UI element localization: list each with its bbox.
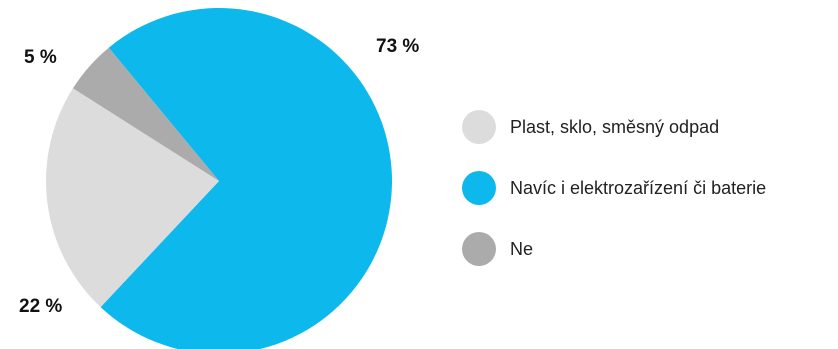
legend-item-elektro: Navíc i elektrozařízení či baterie (462, 171, 766, 205)
legend-swatch-plast (462, 110, 496, 144)
slice-label-5: 5 % (24, 47, 57, 68)
legend-label-ne: Ne (510, 238, 534, 259)
legend: Plast, sklo, směsný odpad Navíc i elektr… (462, 110, 766, 293)
legend-label-elektro: Navíc i elektrozařízení či baterie (510, 177, 767, 198)
slice-label-22: 22 % (19, 296, 63, 317)
legend-swatch-ne (462, 232, 496, 266)
slice-plast (45, 88, 220, 308)
slice-elektro (100, 8, 393, 349)
slice-ne (72, 47, 220, 182)
legend-label-plast: Plast, sklo, směsný odpad (510, 116, 720, 137)
legend-item-ne: Ne (462, 232, 766, 266)
slice-label-73: 73 % (376, 36, 420, 57)
legend-swatch-elektro (462, 171, 496, 205)
legend-item-plast: Plast, sklo, směsný odpad (462, 110, 766, 144)
